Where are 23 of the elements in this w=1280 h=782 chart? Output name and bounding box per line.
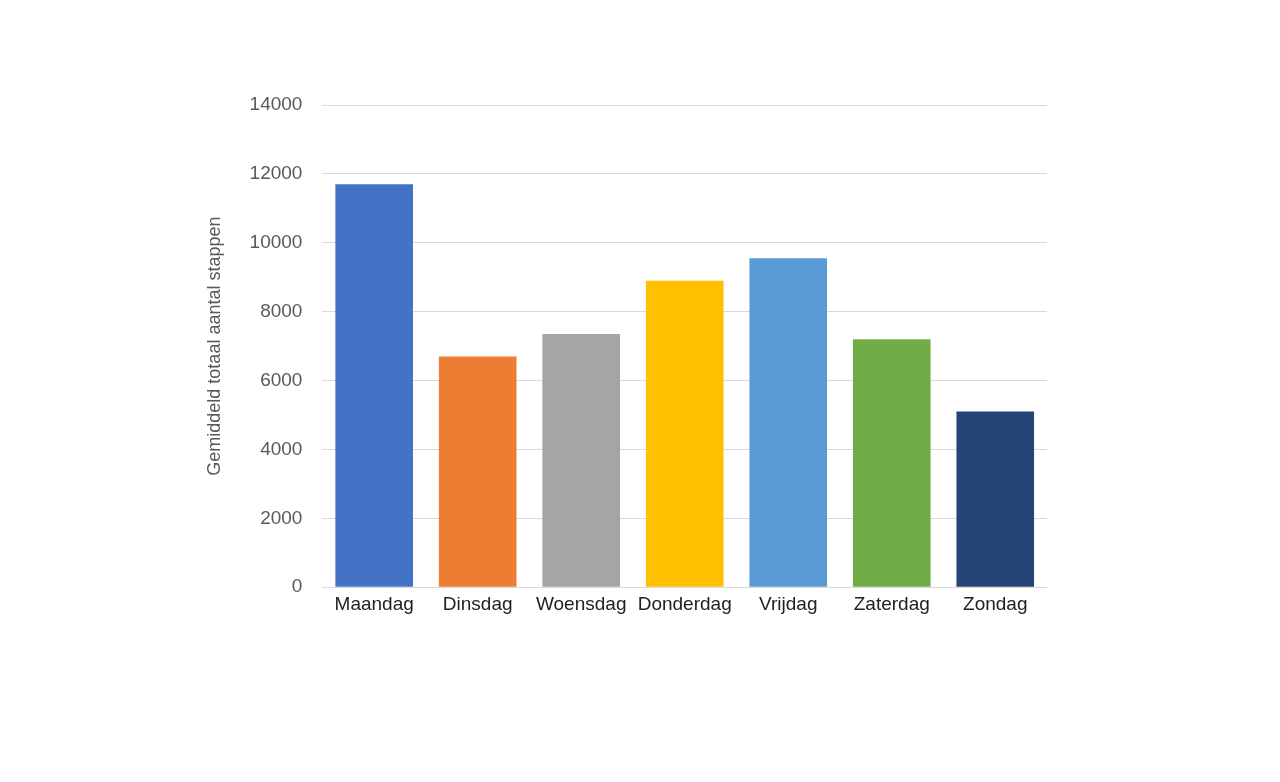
x-tick-label: Woensdag [535,592,627,614]
y-tick-label: 10000 [249,231,303,253]
y-tick-label: 4000 [260,437,303,459]
bar [645,280,724,587]
y-axis-title: Gemiddeld totaal aantal stappen [203,216,224,476]
x-tick-label: Zaterdag [853,592,930,614]
bar [956,411,1035,587]
bar [852,339,931,587]
bar [335,184,414,587]
bar [542,334,621,587]
x-tick-label: Vrijdag [759,592,818,614]
y-tick-label: 6000 [260,368,303,390]
bar [438,356,517,587]
y-tick-label: 0 [291,575,303,597]
y-tick-label: 12000 [249,162,303,184]
x-tick-label: Dinsdag [442,592,513,614]
y-tick-label: 14000 [249,93,303,115]
x-tick-label: Zondag [963,592,1028,614]
y-tick-label: 2000 [260,506,303,528]
y-tick-label: 8000 [260,299,303,321]
bar [749,258,828,587]
x-tick-label: Donderdag [637,592,732,614]
x-tick-label: Maandag [334,592,414,614]
